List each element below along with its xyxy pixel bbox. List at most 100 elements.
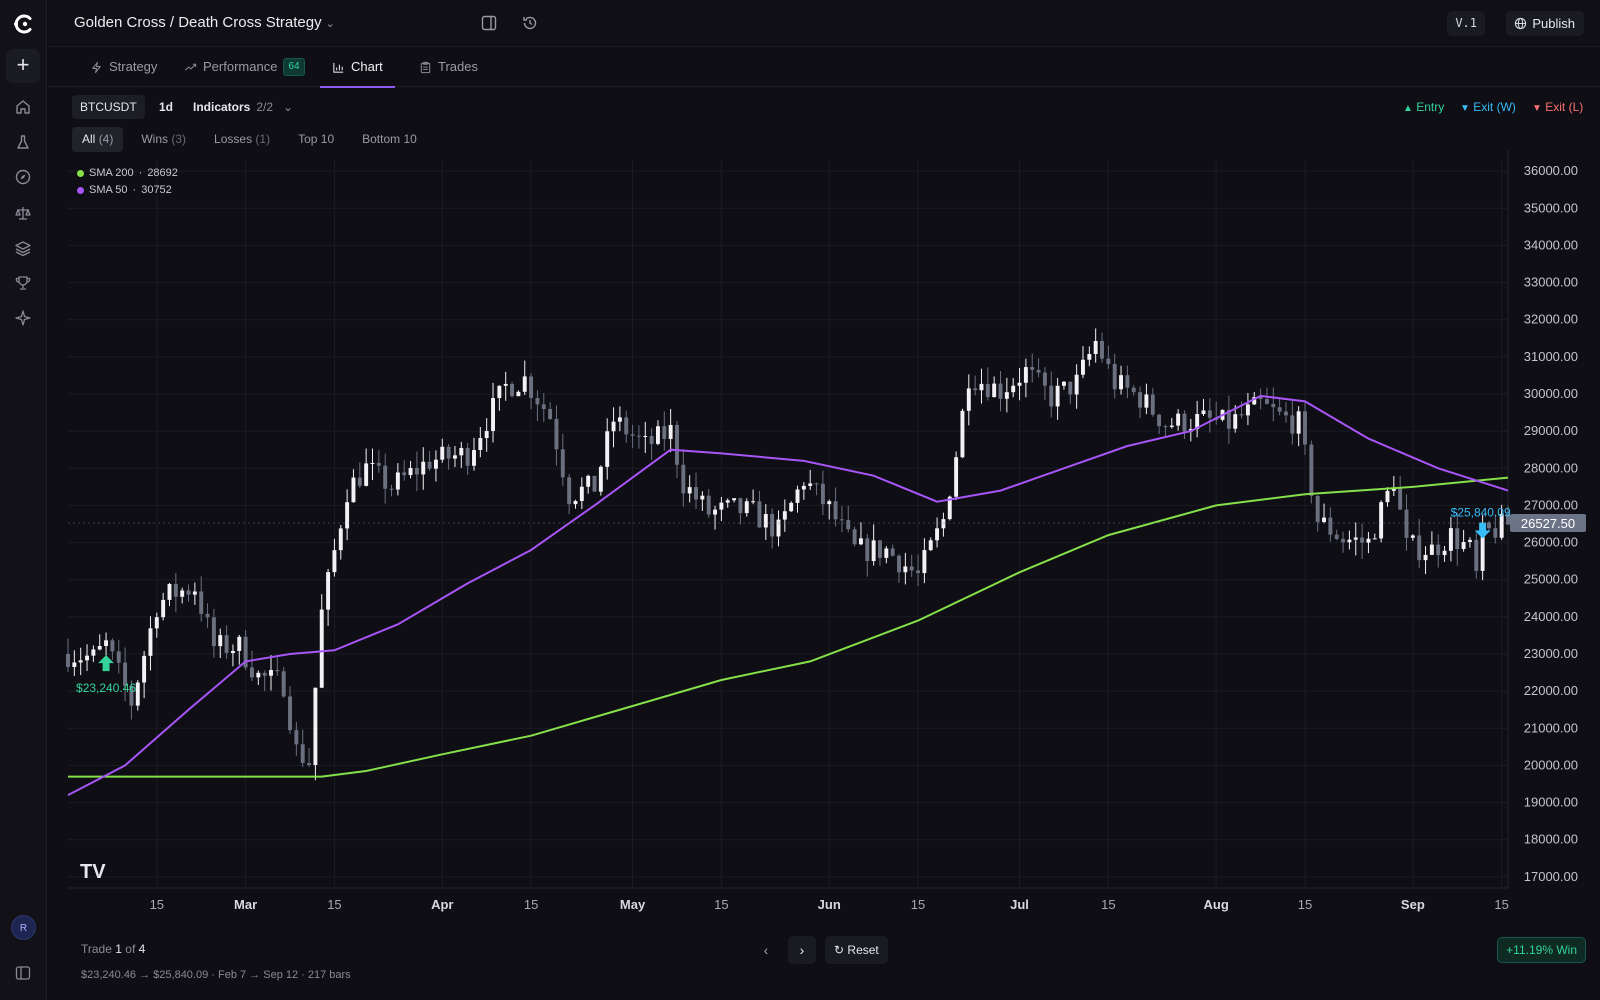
candle-body (288, 696, 292, 731)
candle-body (1220, 409, 1225, 420)
candle-body (966, 388, 971, 411)
candle-body (1328, 517, 1333, 535)
candle-body (1347, 539, 1352, 543)
y-tick-label: 22000.00 (1524, 683, 1578, 698)
candle-body (97, 645, 102, 650)
compass-icon[interactable] (14, 168, 32, 186)
trade-filters: All (4) Wins (3) Losses (1) Top 10 Botto… (72, 127, 427, 152)
user-avatar[interactable]: R (11, 915, 36, 940)
home-icon[interactable] (14, 98, 32, 116)
indicators-count: 2/2 (256, 100, 274, 114)
scale-icon[interactable] (14, 204, 32, 222)
history-icon[interactable] (521, 14, 539, 32)
previous-trade-button[interactable]: ‹ (752, 936, 780, 964)
x-tick-label: 15 (1101, 897, 1115, 912)
tab-trades[interactable]: Trades (419, 47, 478, 87)
x-tick-label: Jun (818, 897, 841, 912)
filter-all[interactable]: All (4) (72, 127, 124, 152)
candle-body (345, 502, 350, 529)
candle-body (903, 566, 908, 573)
candle-body (154, 617, 159, 629)
candle-body (541, 404, 546, 410)
candle-body (205, 613, 210, 618)
candle-body (192, 591, 197, 595)
candle-body (960, 410, 965, 458)
tab-performance[interactable]: Performance 64 (184, 47, 305, 87)
new-strategy-button[interactable]: + (6, 49, 40, 83)
filter-top-10[interactable]: Top 10 (288, 127, 344, 152)
candle-body (865, 538, 870, 561)
candle-body (1049, 385, 1054, 407)
candle-body (928, 540, 933, 551)
current-price-tag (1510, 513, 1586, 532)
candle-body (281, 671, 286, 697)
candle-body (636, 435, 641, 437)
candle-body (1150, 394, 1155, 415)
candle-body (668, 424, 673, 439)
candle-body (1303, 411, 1307, 445)
app-logo[interactable] (12, 12, 36, 36)
candle-body (1315, 495, 1320, 523)
candle-body (313, 687, 318, 765)
panel-toggle-icon[interactable] (480, 14, 498, 32)
candle-body (858, 538, 863, 545)
exit-arrow-icon (1474, 522, 1491, 539)
candle-body (1182, 413, 1187, 432)
candle-body (497, 385, 502, 399)
layers-icon[interactable] (14, 239, 32, 257)
x-tick-label: 15 (911, 897, 925, 912)
candle-body (985, 383, 990, 398)
candle-body (1226, 409, 1231, 429)
candle-body (199, 591, 204, 614)
candle-body (871, 540, 876, 561)
candle-body (954, 457, 959, 497)
candle-body (230, 650, 235, 654)
candle-body (72, 662, 77, 667)
candle-body (1074, 374, 1079, 395)
candle-body (890, 548, 895, 556)
filter-losses[interactable]: Losses (1) (204, 127, 280, 152)
top-bar: Golden Cross / Death Cross Strategy ⌄ V.1… (48, 0, 1600, 47)
candle-body (491, 398, 495, 432)
candle-body (1131, 387, 1136, 393)
candle-body (446, 446, 451, 459)
filter-bottom-10[interactable]: Bottom 10 (352, 127, 427, 152)
version-badge[interactable]: V.1 (1447, 11, 1485, 36)
y-tick-label: 35000.00 (1524, 200, 1578, 215)
candle-body (579, 486, 584, 501)
candle-body (1385, 490, 1390, 503)
candle-body (1379, 502, 1384, 539)
candle-body (180, 590, 185, 597)
interval-selector[interactable]: 1d (159, 100, 174, 114)
y-tick-label: 26000.00 (1524, 535, 1578, 550)
trophy-icon[interactable] (14, 274, 32, 292)
reset-button[interactable]: ↻ Reset (825, 936, 888, 964)
sparkle-icon[interactable] (14, 309, 32, 327)
candle-body (1448, 528, 1453, 551)
y-tick-label: 17000.00 (1524, 869, 1578, 884)
candle-body (1201, 410, 1206, 415)
filter-wins[interactable]: Wins (3) (131, 127, 196, 152)
next-trade-button[interactable]: › (788, 936, 816, 964)
strategy-icon (92, 61, 101, 73)
candle-body (357, 477, 362, 486)
trade-summary: $23,240.46 → $25,840.09 · Feb 7 → Sep 12… (81, 969, 351, 981)
candle-body (414, 468, 419, 475)
candle-body (1207, 410, 1212, 418)
strategy-title-dropdown[interactable]: Golden Cross / Death Cross Strategy ⌄ (74, 14, 335, 31)
y-tick-label: 30000.00 (1524, 386, 1578, 401)
tab-trades-label: Trades (438, 59, 478, 74)
legend-exit-loss-label: Exit (L) (1545, 100, 1584, 114)
candle-body (1188, 429, 1193, 432)
tab-strategy[interactable]: Strategy (90, 47, 157, 87)
indicators-dropdown[interactable]: Indicators 2/2 ⌄ (193, 95, 293, 119)
tab-chart[interactable]: Chart (320, 47, 395, 88)
flask-icon[interactable] (14, 133, 32, 151)
candle-body (1258, 397, 1263, 400)
candle-body (814, 483, 819, 485)
sidebar-toggle-icon[interactable] (14, 964, 32, 982)
symbol-selector[interactable]: BTCUSDT (72, 95, 145, 119)
publish-button[interactable]: Publish (1506, 11, 1584, 36)
trade-of: of (125, 942, 136, 956)
globe-icon (1515, 17, 1527, 30)
